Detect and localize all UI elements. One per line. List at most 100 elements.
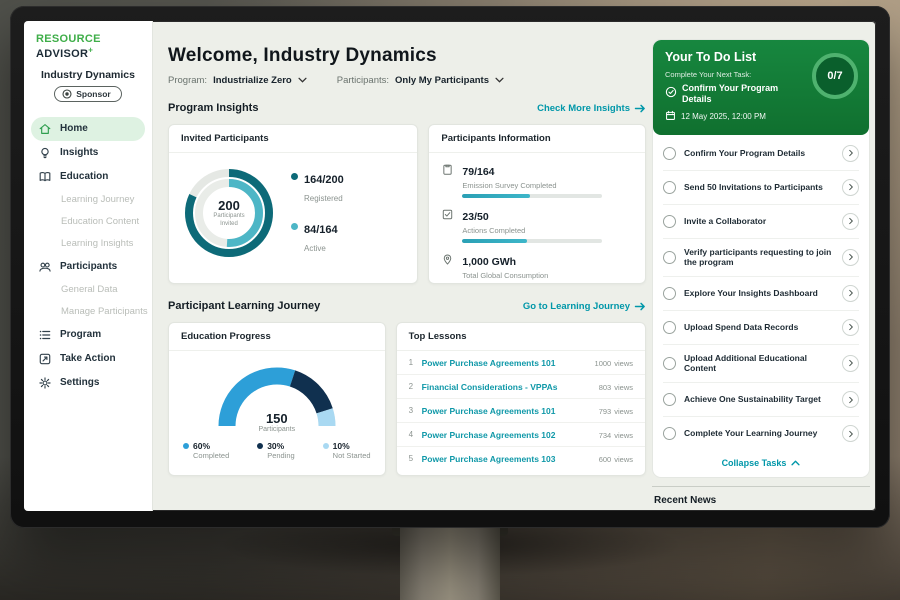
legend-item-active: 84/164 Active [291,220,344,256]
task-label: Send 50 Invitations to Participants [684,181,823,192]
lesson-link[interactable]: Financial Considerations - VPPAs [421,381,558,392]
task-label: Upload Spend Data Records [684,322,799,333]
task-open-button[interactable] [842,425,859,443]
todo-due-date: 12 May 2025, 12:00 PM [665,110,857,123]
sidebar-item-learning-insights[interactable]: Learning Insights [24,233,152,255]
task-checkbox[interactable] [663,427,676,441]
sidebar-item-participants[interactable]: Participants [24,255,152,279]
task-checkbox[interactable] [663,356,676,370]
todo-progress-ring: 0/7 [812,53,858,99]
task-row[interactable]: Verify participants requesting to join t… [663,239,859,277]
todo-next-task-label: Confirm Your Program Details [682,83,779,104]
task-open-button[interactable] [842,284,859,302]
collapse-tasks-link[interactable]: Collapse Tasks [653,450,869,477]
chevron-right-icon [848,149,853,157]
lesson-link[interactable]: Power Purchase Agreements 102 [421,429,556,440]
legend-label: Not Started [332,451,371,460]
home-icon [38,122,52,136]
task-row[interactable]: Achieve One Sustainability Target [663,383,859,418]
sidebar-item-label: Take Action [60,353,116,365]
task-checkbox[interactable] [663,393,676,407]
task-checkbox[interactable] [663,286,676,300]
legend-value: 164/200 [304,174,344,186]
sidebar-item-education-content[interactable]: Education Content [24,211,152,233]
link-label: Go to Learning Journey [522,300,630,312]
chevron-right-icon [848,396,853,403]
stat-emission-survey: 79/164 Emission Survey Completed [441,162,633,198]
sidebar-item-take-action[interactable]: Take Action [24,347,152,371]
legend-item-registered: 164/200 Registered [291,170,344,206]
task-open-button[interactable] [842,318,859,336]
chevron-right-icon [848,254,853,261]
sidebar-item-general-data[interactable]: General Data [24,279,152,301]
program-filter[interactable]: Program: Industrialize Zero [168,75,307,86]
lesson-row[interactable]: 3 Power Purchase Agreements 101 793 views [396,399,645,423]
todo-panel: Your To Do List 0/7 Complete Your Next T… [652,39,870,511]
legend-label: Completed [193,451,230,460]
sidebar-item-home[interactable]: Home [31,116,145,141]
survey-icon [441,163,454,176]
task-open-button[interactable] [842,144,859,162]
learning-journey-heading: Participant Learning Journey [168,300,321,312]
lesson-link[interactable]: Power Purchase Agreements 101 [421,357,556,368]
task-checkbox[interactable] [663,146,676,160]
views-unit: views [614,430,633,440]
task-checkbox[interactable] [663,250,676,264]
participants-filter[interactable]: Participants: Only My Participants [337,75,504,86]
task-checkbox[interactable] [663,180,676,194]
lesson-rank: 2 [408,382,414,391]
lesson-row[interactable]: 2 Financial Considerations - VPPAs 803 vi… [396,375,645,399]
task-row[interactable]: Explore Your Insights Dashboard [663,277,859,311]
lesson-row[interactable]: 5 Power Purchase Agreements 103 600 views [397,447,645,470]
sidebar-item-learning-journey[interactable]: Learning Journey [24,189,152,211]
go-to-learning-journey-link[interactable]: Go to Learning Journey [523,301,646,312]
calendar-icon [665,110,676,123]
task-row[interactable]: Send 50 Invitations to Participants [663,171,859,205]
views-unit: views [614,382,633,392]
task-open-button[interactable] [842,354,859,372]
task-open-button[interactable] [842,178,859,196]
task-label: Invite a Collaborator [684,215,767,226]
task-checkbox[interactable] [663,320,676,334]
task-row[interactable]: Complete Your Learning Journey [663,417,859,450]
lesson-link[interactable]: Power Purchase Agreements 103 [421,453,556,464]
task-label: Explore Your Insights Dashboard [684,288,818,299]
lesson-row[interactable]: 4 Power Purchase Agreements 102 734 views [396,423,645,447]
recent-news-heading: Recent News [652,486,870,511]
todo-next-task[interactable]: Confirm Your Program Details [665,83,803,105]
lesson-row[interactable]: 1 Power Purchase Agreements 101 1000 view… [396,351,645,375]
sidebar-item-education[interactable]: Education [24,165,152,189]
education-progress-card: Education Progress 150 Participants [168,322,386,476]
task-row[interactable]: Invite a Collaborator [663,205,859,239]
sidebar-item-label: Participants [60,261,118,273]
task-checkbox[interactable] [663,214,676,228]
lesson-views: 734 [598,430,612,440]
chevron-right-icon [848,360,853,367]
task-open-button[interactable] [842,212,859,230]
sponsor-badge[interactable]: Sponsor [54,85,122,102]
invited-participants-card: Invited Participants 200 Partic [168,124,419,284]
sidebar-item-label: Learning Journey [61,194,135,206]
legend-value: 84/164 [304,224,338,236]
legend-label: Registered [304,194,343,203]
sidebar-item-manage-participants[interactable]: Manage Participants [24,301,152,323]
lesson-views: 803 [598,382,612,392]
legend-dot [183,443,189,449]
task-row[interactable]: Upload Additional Educational Content [663,345,859,384]
task-open-button[interactable] [842,248,859,266]
sidebar-item-insights[interactable]: Insights [24,141,152,165]
legend-item-completed: 60% Completed [183,441,229,460]
stat-value: 1,000 GWh [462,256,517,268]
sidebar-item-program[interactable]: Program [24,323,152,347]
stat-value: 79/164 [462,166,495,178]
chevron-right-icon [848,324,853,331]
sidebar-item-label: Settings [60,377,100,389]
task-row[interactable]: Confirm Your Program Details [663,137,859,171]
task-open-button[interactable] [842,391,859,409]
participants-information-card: Participants Information 79/164 Emission… [428,124,646,284]
check-more-insights-link[interactable]: Check More Insights [537,103,646,114]
legend-dot [257,443,264,449]
lesson-link[interactable]: Power Purchase Agreements 101 [421,405,556,416]
sidebar-item-settings[interactable]: Settings [24,371,152,395]
task-row[interactable]: Upload Spend Data Records [663,311,859,345]
